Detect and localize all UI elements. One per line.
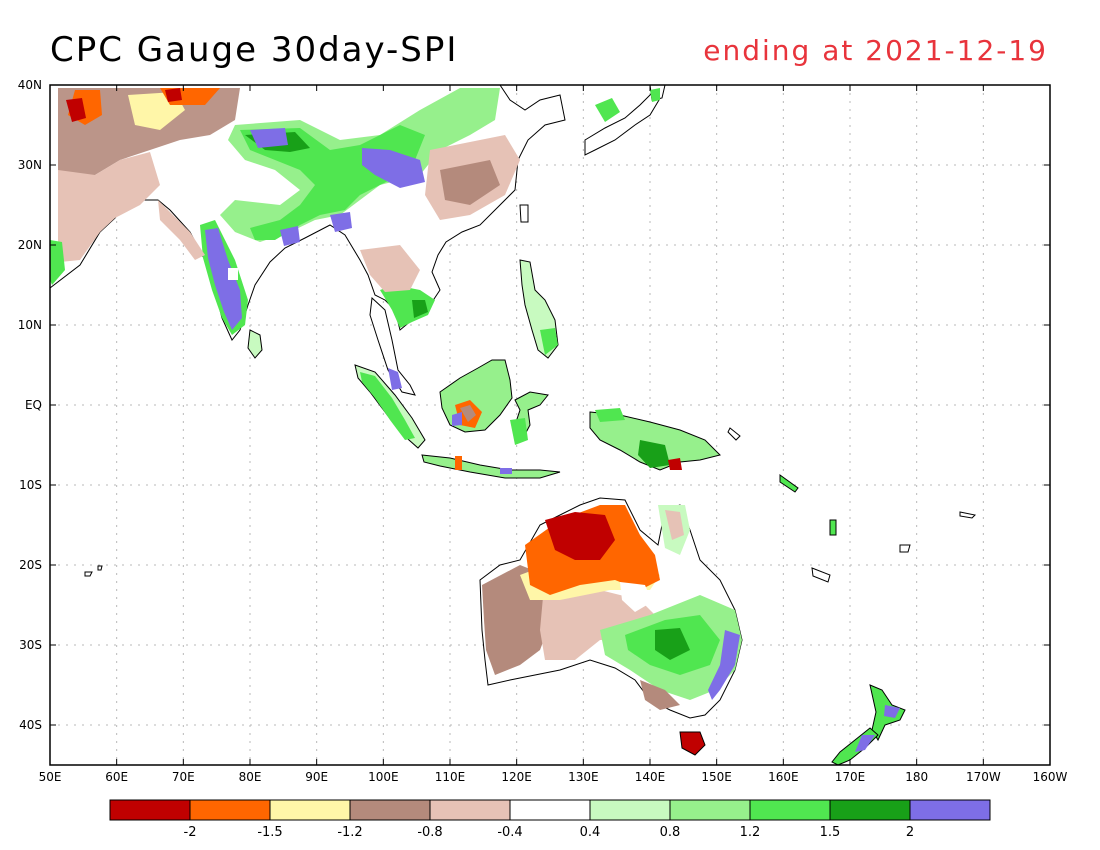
x-tick-label: 100E	[368, 770, 399, 784]
x-axis: 50E 60E 70E 80E 90E 100E 110E 120E 130E 140E 150E 1…	[39, 85, 1068, 784]
x-tick-label: 160E	[768, 770, 799, 784]
x-tick-label: 150E	[701, 770, 732, 784]
x-tick-label: 120E	[501, 770, 532, 784]
colorbar-label: 0.8	[660, 825, 681, 840]
colorbar-label: -0.4	[497, 825, 522, 840]
y-axis: 40N 30N 20N 10N EQ 10S 20S 30S 40S	[18, 78, 1050, 732]
sri-lanka	[247, 329, 263, 359]
pacific-islands	[84, 427, 977, 583]
colorbar-swatch	[269, 799, 351, 821]
y-tick-label: 10N	[18, 318, 42, 332]
x-tick-label: 170E	[835, 770, 866, 784]
x-tick-label: 80E	[239, 770, 262, 784]
maritime-spi-shading	[360, 88, 682, 474]
colorbar-label: 2	[906, 825, 914, 840]
colorbar-swatch	[829, 799, 911, 821]
australia-spi-shading	[482, 505, 742, 710]
colorbar-swatch	[909, 799, 991, 821]
colorbar-swatch	[429, 799, 511, 821]
x-tick-label: 130E	[568, 770, 599, 784]
colorbar-swatch	[509, 799, 591, 821]
colorbar-label: 1.2	[740, 825, 761, 840]
japan	[584, 89, 663, 156]
y-tick-label: 30S	[19, 638, 42, 652]
taiwan	[519, 204, 529, 223]
nz-spi-shading	[855, 705, 900, 752]
x-tick-label: 160W	[1033, 770, 1068, 784]
colorbar-swatch	[669, 799, 751, 821]
colorbar-label: -1.2	[337, 825, 362, 840]
spi-colorbar: -2 -1.5 -1.2 -0.8 -0.4 0.4 0.8 1.2 1.5 2	[109, 799, 991, 840]
colorbar-swatch	[749, 799, 831, 821]
x-tick-label: 140E	[635, 770, 666, 784]
y-tick-label: 30N	[18, 158, 42, 172]
y-tick-label: 20S	[19, 558, 42, 572]
x-tick-label: 50E	[39, 770, 62, 784]
colorbar-label: 0.4	[580, 825, 601, 840]
colorbar-swatch	[349, 799, 431, 821]
colorbar-swatch	[109, 799, 191, 821]
colorbar-swatch	[189, 799, 271, 821]
colorbar-label: -1.5	[257, 825, 282, 840]
x-tick-label: 60E	[105, 770, 128, 784]
map-title: CPC Gauge 30day-SPI	[50, 30, 459, 70]
tasmania	[679, 731, 706, 756]
y-tick-label: 40S	[19, 718, 42, 732]
y-tick-label: EQ	[25, 398, 42, 412]
y-tick-label: 10S	[19, 478, 42, 492]
map-frame	[49, 84, 1051, 766]
new-guinea	[589, 411, 721, 471]
colorbar-label: -0.8	[417, 825, 442, 840]
x-tick-label: 90E	[305, 770, 328, 784]
map-subtitle-date: ending at 2021-12-19	[703, 34, 1048, 67]
x-tick-label: 180	[905, 770, 928, 784]
x-tick-label: 170W	[966, 770, 1001, 784]
asia-spi-shading	[50, 88, 520, 335]
y-tick-label: 20N	[18, 238, 42, 252]
colorbar-swatch	[589, 799, 671, 821]
y-tick-label: 40N	[18, 78, 42, 92]
colorbar-label: 1.5	[820, 825, 841, 840]
x-tick-label: 110E	[435, 770, 466, 784]
x-tick-label: 70E	[172, 770, 195, 784]
colorbar-label: -2	[184, 825, 197, 840]
malay-peninsula	[369, 296, 416, 396]
